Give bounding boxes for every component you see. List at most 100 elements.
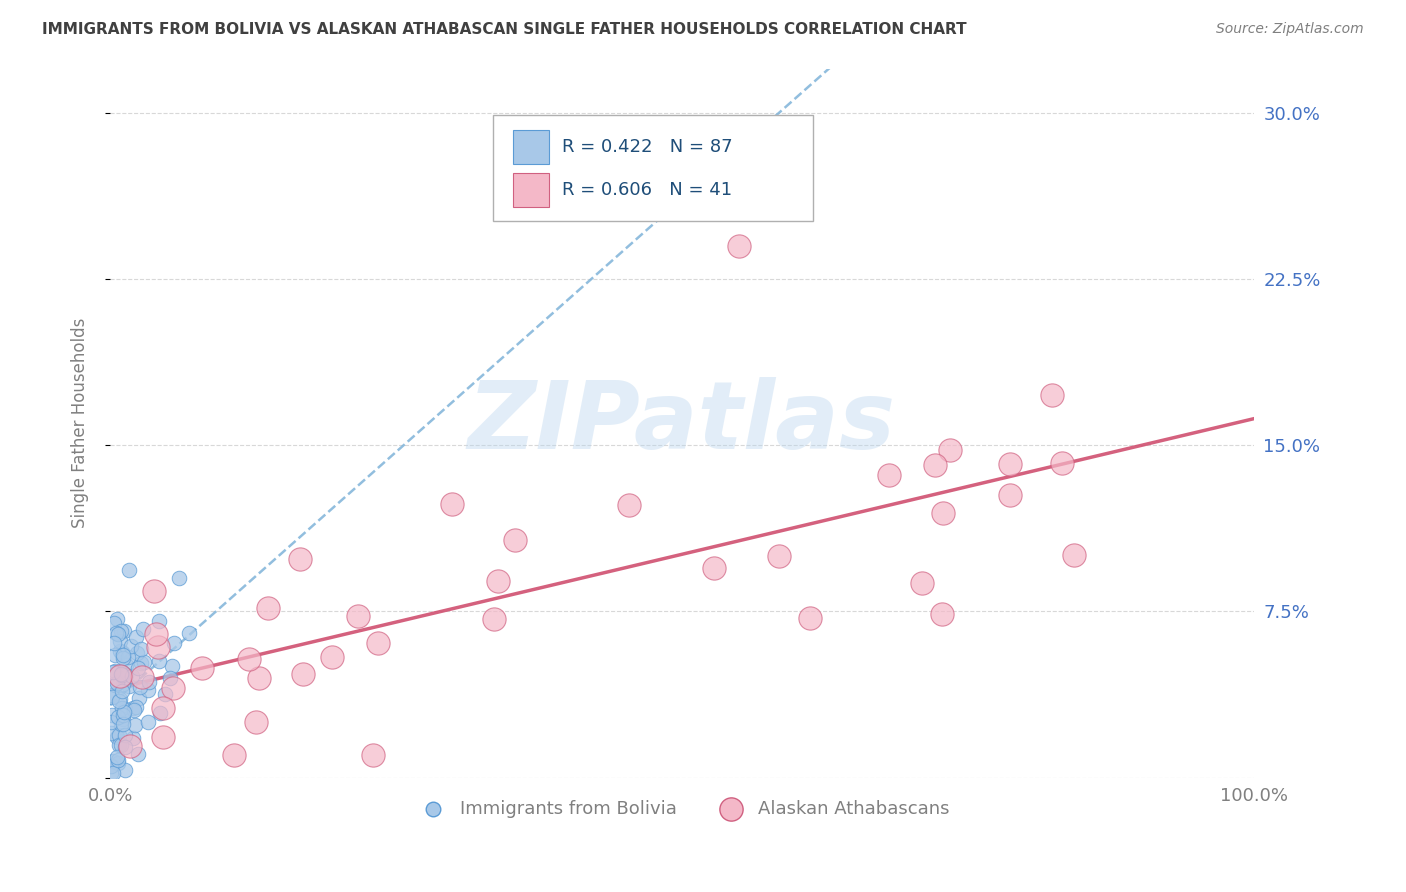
Point [1052, 456, 1074, 470]
Point [129, 656, 152, 670]
Point [129, 680, 152, 694]
Point [998, 488, 1021, 502]
Point [122, 701, 145, 715]
Point [128, 690, 150, 705]
Point [256, 601, 278, 615]
Point [101, 665, 124, 680]
Point [114, 739, 136, 754]
Point [222, 748, 245, 763]
Point [112, 705, 135, 719]
Point [107, 694, 129, 708]
Text: IMMIGRANTS FROM BOLIVIA VS ALASKAN ATHABASCAN SINGLE FATHER HOUSEHOLDS CORRELATI: IMMIGRANTS FROM BOLIVIA VS ALASKAN ATHAB… [42, 22, 967, 37]
Point [138, 675, 160, 690]
Point [111, 684, 134, 698]
Point [291, 667, 314, 681]
Point [768, 549, 790, 563]
Point [110, 700, 132, 714]
FancyBboxPatch shape [513, 130, 550, 164]
Point [347, 608, 370, 623]
Point [114, 728, 136, 742]
Point [503, 533, 526, 548]
Point [124, 630, 146, 644]
Point [125, 700, 148, 714]
Point [100, 708, 122, 723]
Point [177, 625, 200, 640]
Point [127, 747, 149, 762]
Point [136, 682, 159, 697]
Point [190, 660, 212, 674]
Y-axis label: Single Father Households: Single Father Households [72, 318, 89, 528]
Point [101, 766, 124, 780]
Point [136, 714, 159, 729]
Point [111, 648, 134, 662]
Point [110, 667, 132, 681]
Point [129, 642, 152, 657]
Point [107, 749, 129, 764]
Point [104, 648, 127, 662]
Point [108, 728, 131, 742]
Point [486, 574, 509, 589]
Point [163, 636, 186, 650]
Point [484, 612, 506, 626]
Point [111, 665, 134, 679]
Point [132, 656, 155, 670]
Point [118, 679, 141, 693]
Point [125, 646, 148, 660]
Point [100, 766, 122, 780]
Point [148, 654, 170, 668]
Point [132, 622, 155, 636]
Point [111, 644, 134, 658]
Point [112, 677, 135, 691]
Point [115, 668, 138, 682]
Point [361, 748, 384, 763]
Point [1042, 387, 1064, 401]
Point [110, 624, 132, 638]
Point [108, 633, 131, 648]
Point [932, 506, 955, 520]
Point [110, 739, 132, 753]
Point [105, 612, 128, 626]
Point [127, 660, 149, 674]
Point [160, 659, 183, 673]
Point [288, 551, 311, 566]
Point [799, 610, 821, 624]
Point [110, 716, 132, 731]
Text: ZIPatlas: ZIPatlas [468, 377, 896, 469]
Point [110, 669, 132, 683]
Point [120, 739, 142, 753]
Point [121, 668, 143, 682]
Point [115, 657, 138, 672]
Point [152, 701, 174, 715]
Point [108, 691, 131, 706]
Point [148, 706, 170, 720]
Point [998, 457, 1021, 471]
Point [112, 712, 135, 726]
Point [104, 664, 127, 678]
Point [124, 717, 146, 731]
Point [619, 498, 641, 512]
Point [146, 640, 169, 654]
Point [107, 627, 129, 641]
Text: R = 0.606   N = 41: R = 0.606 N = 41 [562, 181, 733, 199]
Point [104, 678, 127, 692]
Text: Source: ZipAtlas.com: Source: ZipAtlas.com [1216, 22, 1364, 37]
Point [924, 458, 946, 472]
Point [100, 714, 122, 729]
Point [931, 607, 953, 622]
Point [167, 571, 190, 585]
Point [111, 651, 134, 665]
Point [111, 717, 134, 731]
Point [879, 468, 901, 483]
Point [104, 626, 127, 640]
Point [112, 708, 135, 723]
Point [103, 615, 125, 630]
Point [108, 738, 131, 752]
Point [162, 681, 184, 695]
Point [441, 497, 464, 511]
Point [111, 668, 134, 682]
Point [1063, 548, 1085, 562]
Point [100, 759, 122, 773]
Point [153, 687, 176, 701]
Point [108, 644, 131, 658]
Point [145, 626, 167, 640]
